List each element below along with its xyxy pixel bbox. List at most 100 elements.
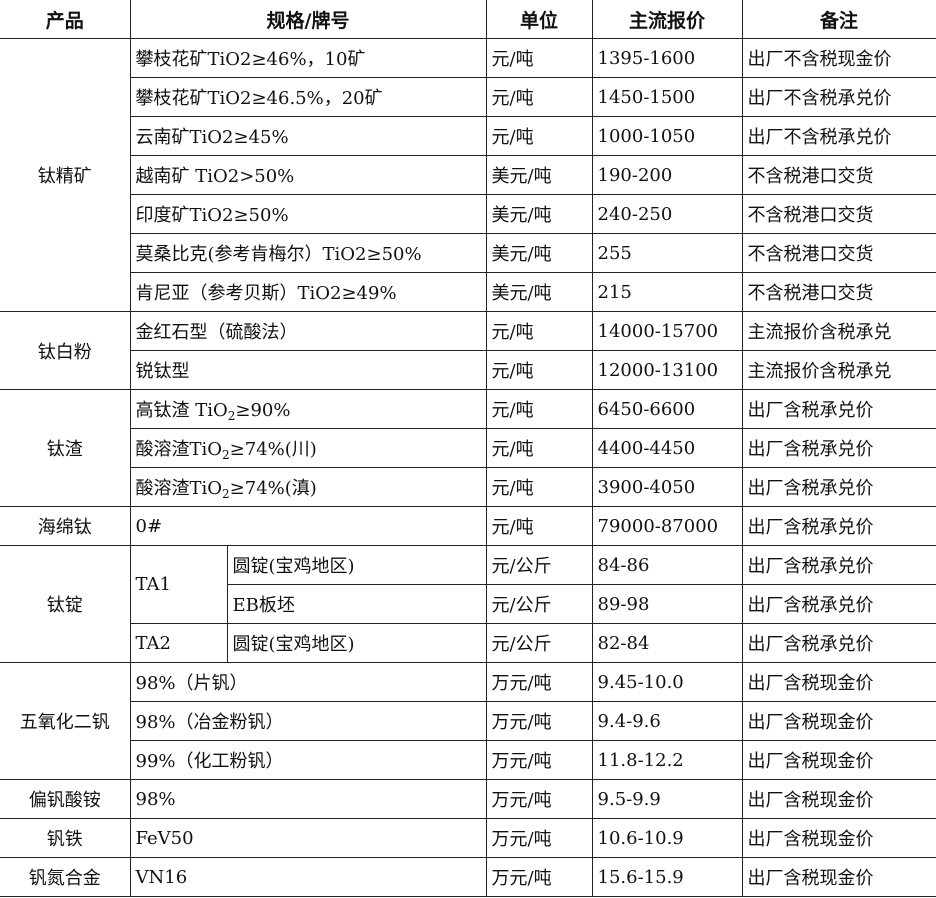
- price-cell: 1000-1050: [591, 116, 743, 156]
- unit-cell: 万元/吨: [485, 857, 593, 897]
- spec-text: 98%（冶金粉钒）: [135, 712, 284, 733]
- product-cell: 海绵钛: [0, 506, 131, 546]
- table-body: 钛精矿 攀枝花矿TiO2≥46%，10矿 元/吨 1395-1600 出厂不含税现金价攀…: [0, 38, 936, 897]
- table-row: 莫桑比克(参考肯梅尔）TiO2≥50% 美元/吨 255 不含税港口交货: [0, 233, 936, 273]
- spec-cell: 99%（化工粉钒）: [129, 740, 487, 780]
- header-price: 主流报价: [591, 0, 743, 39]
- unit-cell: 元/吨: [485, 311, 593, 351]
- note-cell: 不含税港口交货: [741, 155, 936, 195]
- table-row: 锐钛型 元/吨 12000-13100 主流报价含税承兑: [0, 350, 936, 390]
- spec-text: VN16: [135, 866, 188, 888]
- note-cell: 不含税港口交货: [741, 233, 936, 273]
- table-row: 钒铁 FeV50 万元/吨 10.6-10.9 出厂含税现金价: [0, 818, 936, 858]
- spec-cell: 酸溶渣TiO2≥74%(川): [129, 428, 487, 468]
- spec-text: 金红石型（硫酸法）: [135, 322, 298, 343]
- spec-text: 98%（片钒）: [135, 673, 248, 694]
- price-cell: 190-200: [591, 155, 743, 195]
- price-cell: 10.6-10.9: [591, 818, 743, 858]
- unit-cell: 元/吨: [485, 389, 593, 429]
- price-cell: 9.45-10.0: [591, 662, 743, 702]
- product-cell: 钛白粉: [0, 311, 131, 390]
- header-product: 产品: [0, 0, 131, 39]
- price-cell: 9.5-9.9: [591, 779, 743, 819]
- table-row: 99%（化工粉钒） 万元/吨 11.8-12.2 出厂含税现金价: [0, 740, 936, 780]
- note-cell: 主流报价含税承兑: [741, 311, 936, 351]
- spec-cell: 莫桑比克(参考肯梅尔）TiO2≥50%: [129, 233, 487, 273]
- note-cell: 出厂含税承兑价: [741, 389, 936, 429]
- spec-text: EB板坯: [232, 595, 295, 616]
- table-row: TA2 圆锭(宝鸡地区) 元/公斤 82-84 出厂含税承兑价: [0, 623, 936, 663]
- table-row: 越南矿 TiO2>50% 美元/吨 190-200 不含税港口交货: [0, 155, 936, 195]
- spec-cell: 圆锭(宝鸡地区): [226, 545, 487, 585]
- table-row: 偏钒酸铵 98% 万元/吨 9.5-9.9 出厂含税现金价: [0, 779, 936, 819]
- price-cell: 3900-4050: [591, 467, 743, 507]
- note-cell: 出厂不含税现金价: [741, 38, 936, 78]
- spec-text: 云南矿TiO2≥45%: [135, 127, 289, 148]
- spec-cell: VN16: [129, 857, 487, 897]
- unit-cell: 元/公斤: [485, 623, 593, 663]
- table-row: 酸溶渣TiO2≥74%(川) 元/吨 4400-4450 出厂含税承兑价: [0, 428, 936, 468]
- price-cell: 12000-13100: [591, 350, 743, 390]
- spec-cell: 攀枝花矿TiO2≥46%，10矿: [129, 38, 487, 78]
- spec-text-after: ≥74%(川): [229, 439, 317, 460]
- unit-cell: 美元/吨: [485, 155, 593, 195]
- spec-cell: 印度矿TiO2≥50%: [129, 194, 487, 234]
- spec-text-after: ≥74%(滇): [229, 478, 317, 499]
- spec-text: 0#: [135, 515, 163, 537]
- price-cell: 11.8-12.2: [591, 740, 743, 780]
- price-cell: 6450-6600: [591, 389, 743, 429]
- price-cell: 89-98: [591, 584, 743, 624]
- note-cell: 出厂含税现金价: [741, 740, 936, 780]
- note-cell: 出厂含税现金价: [741, 857, 936, 897]
- spec-cell: 0#: [129, 506, 487, 546]
- spec-cell: EB板坯: [226, 584, 487, 624]
- note-cell: 出厂含税承兑价: [741, 428, 936, 468]
- product-cell: 钛锭: [0, 545, 131, 663]
- unit-cell: 元/公斤: [485, 584, 593, 624]
- spec-text: 圆锭(宝鸡地区): [232, 556, 355, 577]
- table-row: 印度矿TiO2≥50% 美元/吨 240-250 不含税港口交货: [0, 194, 936, 234]
- table-row: 肯尼亚（参考贝斯）TiO2≥49% 美元/吨 215 不含税港口交货: [0, 272, 936, 312]
- product-cell: 五氧化二钒: [0, 662, 131, 780]
- spec-text: 越南矿 TiO2>50%: [135, 166, 295, 187]
- note-cell: 出厂含税承兑价: [741, 467, 936, 507]
- spec-text: 肯尼亚（参考贝斯）TiO2≥49%: [135, 283, 397, 304]
- note-cell: 不含税港口交货: [741, 194, 936, 234]
- price-cell: 255: [591, 233, 743, 273]
- product-cell: 钛渣: [0, 389, 131, 507]
- table-row: 云南矿TiO2≥45% 元/吨 1000-1050 出厂不含税承兑价: [0, 116, 936, 156]
- price-cell: 1450-1500: [591, 77, 743, 117]
- spec-cell: 98%（片钒）: [129, 662, 487, 702]
- table-row: 海绵钛 0# 元/吨 79000-87000 出厂含税承兑价: [0, 506, 936, 546]
- table-row: 酸溶渣TiO2≥74%(滇) 元/吨 3900-4050 出厂含税承兑价: [0, 467, 936, 507]
- spec-cell: 圆锭(宝鸡地区): [226, 623, 487, 663]
- price-cell: 79000-87000: [591, 506, 743, 546]
- price-cell: 82-84: [591, 623, 743, 663]
- spec-cell: 云南矿TiO2≥45%: [129, 116, 487, 156]
- spec-cell: 98%: [129, 779, 487, 819]
- unit-cell: 万元/吨: [485, 662, 593, 702]
- price-cell: 15.6-15.9: [591, 857, 743, 897]
- unit-cell: 元/吨: [485, 506, 593, 546]
- unit-cell: 元/吨: [485, 428, 593, 468]
- note-cell: 主流报价含税承兑: [741, 350, 936, 390]
- spec-text: 酸溶渣TiO: [135, 439, 223, 460]
- note-cell: 出厂含税承兑价: [741, 545, 936, 585]
- spec-text: 99%（化工粉钒）: [135, 751, 284, 772]
- table-row: 五氧化二钒 98%（片钒） 万元/吨 9.45-10.0 出厂含税现金价: [0, 662, 936, 780]
- table-row: 钒氮合金 VN16 万元/吨 15.6-15.9 出厂含税现金价: [0, 857, 936, 897]
- note-cell: 出厂含税承兑价: [741, 623, 936, 663]
- spec-text: 攀枝花矿TiO2≥46.5%，20矿: [135, 88, 383, 109]
- spec-cell: 越南矿 TiO2>50%: [129, 155, 487, 195]
- table-row: 钛锭 TA1 圆锭(宝鸡地区) 元/公斤 84-86 出厂含税承兑价: [0, 545, 936, 663]
- spec-cell: 攀枝花矿TiO2≥46.5%，20矿: [129, 77, 487, 117]
- table-row: 钛精矿 攀枝花矿TiO2≥46%，10矿 元/吨 1395-1600 出厂不含税现金价: [0, 38, 936, 312]
- unit-cell: 美元/吨: [485, 233, 593, 273]
- note-cell: 出厂含税承兑价: [741, 584, 936, 624]
- price-cell: 14000-15700: [591, 311, 743, 351]
- spec-cell: 酸溶渣TiO2≥74%(滇): [129, 467, 487, 507]
- spec-text: 圆锭(宝鸡地区): [232, 634, 355, 655]
- spec-text: 莫桑比克(参考肯梅尔）TiO2≥50%: [135, 244, 422, 265]
- header-spec: 规格/牌号: [129, 0, 487, 39]
- note-cell: 不含税港口交货: [741, 272, 936, 312]
